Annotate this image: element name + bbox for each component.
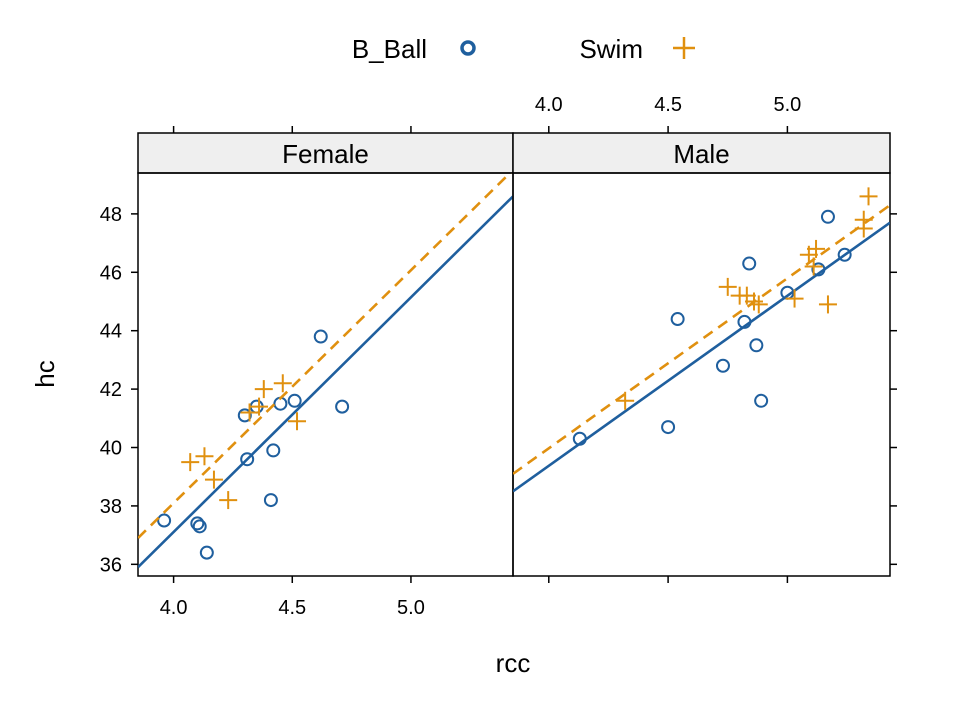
point-swim: [859, 187, 878, 206]
point-swim: [785, 289, 804, 308]
x-tick-label-bottom: 5.0: [397, 597, 425, 619]
legend: B_Ball Swim: [352, 34, 695, 64]
point-swim: [854, 210, 873, 229]
point-b-ball: [749, 338, 764, 353]
strip-label-male: Male: [673, 139, 729, 169]
point-b-ball: [199, 545, 214, 560]
fit-line-b-ball-male: [513, 221, 890, 493]
strip-female: Female: [137, 132, 514, 174]
point-b-ball: [190, 516, 205, 531]
point-swim: [250, 397, 269, 416]
point-b-ball: [715, 358, 730, 373]
point-b-ball: [670, 312, 685, 327]
point-swim: [219, 491, 238, 510]
point-b-ball: [287, 393, 302, 408]
point-b-ball: [237, 408, 252, 423]
point-swim: [195, 447, 214, 466]
point-b-ball: [837, 247, 852, 262]
panel-female-plot-area: [138, 173, 513, 569]
x-tick-label-bottom: 4.0: [160, 597, 188, 619]
point-b-ball: [266, 443, 281, 458]
y-tick-label: 42: [100, 379, 122, 401]
point-b-ball: [192, 519, 207, 534]
panel-female-marks: [138, 173, 513, 569]
fit-line-swim-male: [513, 204, 890, 475]
x-axis-title: rcc: [496, 648, 531, 678]
point-b-ball: [240, 452, 255, 467]
panel-female: [137, 172, 514, 577]
strip-label-female: Female: [282, 139, 369, 169]
legend-label-b-ball: B_Ball: [352, 34, 427, 64]
point-b-ball: [820, 209, 835, 224]
point-swim: [204, 470, 223, 489]
point-swim: [273, 374, 292, 393]
y-tick-label: 36: [100, 554, 122, 576]
point-swim: [807, 239, 826, 258]
point-swim: [749, 295, 768, 314]
point-b-ball: [263, 493, 278, 508]
point-b-ball: [313, 329, 328, 344]
point-swim: [240, 403, 259, 422]
panel-male-frame: [512, 172, 891, 577]
panel-male: [512, 172, 891, 577]
axes: 36 38 40 42 44 46 48 4.0 4.0 4.5 4.5 5.0 5.0: [100, 94, 897, 619]
x-tick-label-bottom: 4.5: [278, 597, 306, 619]
point-b-ball: [572, 431, 587, 446]
point-b-ball: [737, 314, 752, 329]
strip-male: Male: [512, 132, 891, 174]
y-tick-label: 48: [100, 204, 122, 226]
point-b-ball: [661, 420, 676, 435]
y-tick-label: 38: [100, 496, 122, 518]
x-tick-label-top: 4.0: [535, 94, 563, 116]
strip-male-background: [512, 132, 891, 174]
fit-line-swim-female: [138, 173, 512, 539]
point-b-ball: [811, 262, 826, 277]
panel-female-frame: [137, 172, 514, 577]
point-swim: [804, 257, 823, 276]
x-tick-label-top: 4.5: [654, 94, 682, 116]
point-b-ball: [335, 399, 350, 414]
y-tick-label: 44: [100, 321, 122, 343]
y-tick-label: 46: [100, 262, 122, 284]
point-swim: [181, 453, 200, 472]
point-swim: [254, 380, 273, 399]
point-b-ball: [754, 393, 769, 408]
x-tick-label-top: 5.0: [773, 94, 801, 116]
point-swim: [616, 391, 635, 410]
fit-line-b-ball-female: [138, 195, 513, 569]
panel-male-marks: [513, 187, 890, 493]
legend-label-swim: Swim: [579, 34, 643, 64]
point-b-ball: [157, 513, 172, 528]
legend-symbol-swim: [673, 37, 695, 59]
legend-symbol-b-ball: [460, 40, 476, 56]
panel-male-plot-area: [513, 187, 890, 493]
point-b-ball: [742, 256, 757, 271]
y-tick-label: 40: [100, 438, 122, 460]
point-swim: [818, 295, 837, 314]
point-swim: [718, 277, 737, 296]
point-swim: [744, 292, 763, 311]
strip-female-background: [137, 132, 514, 174]
point-swim: [288, 412, 307, 431]
y-axis-title: hc: [30, 360, 60, 387]
